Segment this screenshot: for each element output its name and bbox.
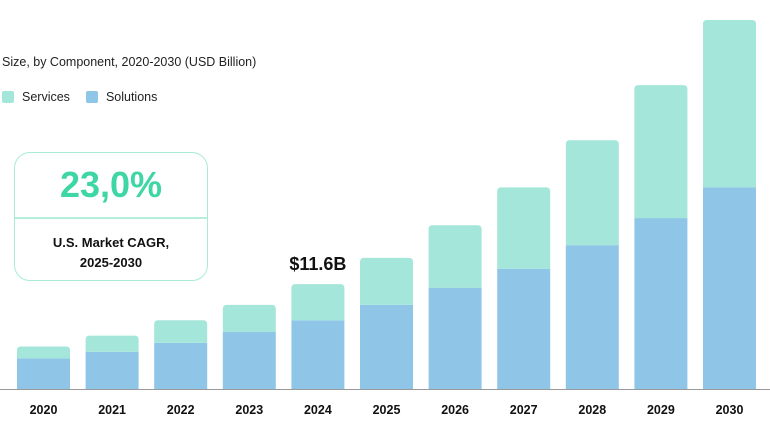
cagr-card: 23,0% U.S. Market CAGR, 2025-2030 (14, 152, 208, 281)
cagr-label-line1: U.S. Market CAGR, (52, 235, 170, 250)
x-tick-label: 2022 (167, 403, 195, 417)
bar-services-2028 (565, 140, 619, 246)
bar-solutions-2028 (565, 245, 619, 389)
bar-solutions-2030 (703, 187, 756, 389)
legend: Services Solutions (2, 90, 157, 104)
bar-solutions-2024 (291, 320, 345, 389)
x-tick-label: 2025 (373, 403, 401, 417)
data-label-2024: $11.6B (289, 254, 346, 274)
bar-services-2026 (428, 225, 482, 288)
chart-title: Size, by Component, 2020-2030 (USD Billi… (2, 55, 257, 69)
bar-services-2020 (17, 346, 70, 359)
cagr-label: U.S. Market CAGR, 2025-2030 (15, 219, 207, 273)
bar-solutions-2023 (222, 332, 276, 389)
bar-solutions-2020 (17, 358, 70, 389)
bar-services-2021 (85, 335, 139, 352)
bar-solutions-2021 (85, 351, 139, 389)
bar-services-2022 (154, 320, 208, 343)
bar-solutions-2025 (360, 304, 413, 389)
bar-services-2023 (222, 304, 276, 333)
x-tick-label: 2026 (441, 403, 469, 417)
x-tick-label: 2028 (578, 403, 606, 417)
bar-solutions-2022 (154, 342, 208, 389)
bar-solutions-2026 (428, 287, 482, 389)
legend-label: Solutions (105, 90, 158, 104)
x-tick-label: 2020 (30, 403, 58, 417)
bar-services-2025 (360, 257, 413, 305)
bar-services-2029 (634, 85, 688, 219)
x-tick-label: 2027 (510, 403, 538, 417)
x-tick-label: 2029 (647, 403, 675, 417)
legend-swatch-services (2, 91, 14, 103)
bar-services-2030 (703, 20, 756, 188)
bar-solutions-2027 (497, 268, 551, 389)
bar-services-2027 (497, 187, 551, 269)
cagr-label-line2: 2025-2030 (79, 255, 143, 270)
x-tick-label: 2030 (716, 403, 744, 417)
cagr-value: 23,0% (15, 153, 207, 219)
legend-label: Services (22, 90, 70, 104)
legend-item-services: Services (2, 90, 70, 104)
bar-solutions-2029 (634, 218, 688, 389)
legend-swatch-solutions (85, 91, 98, 103)
x-tick-label: 2023 (235, 403, 263, 417)
legend-item-solutions: Solutions (85, 90, 158, 104)
x-tick-label: 2021 (98, 403, 126, 417)
x-tick-label: 2024 (304, 403, 332, 417)
bar-services-2024 (291, 284, 345, 321)
